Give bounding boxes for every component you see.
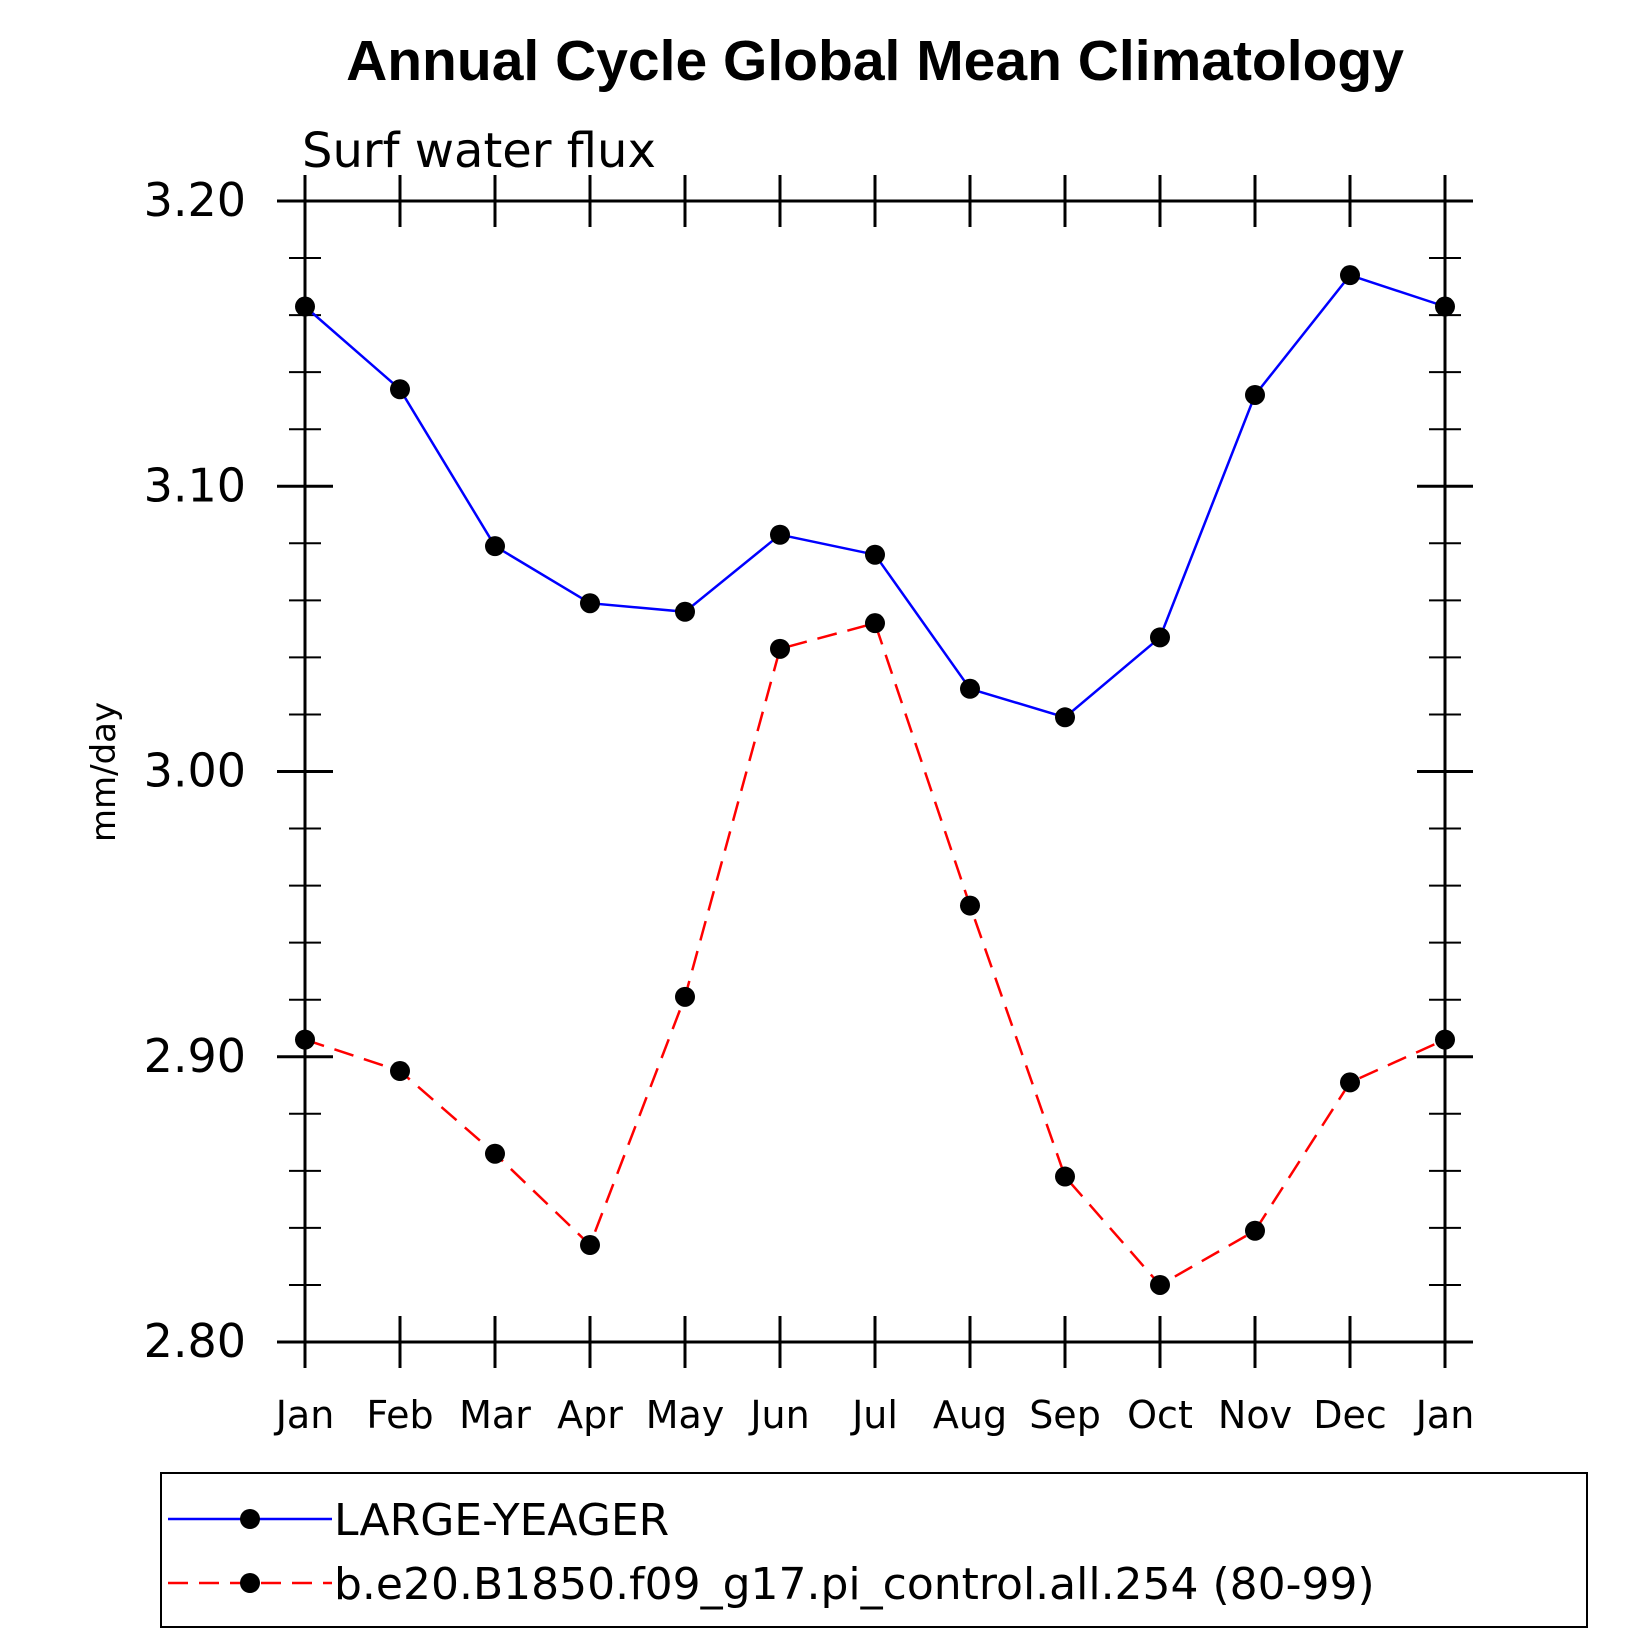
- x-tick-label: Nov: [1218, 1393, 1292, 1437]
- y-tick-label: 3.10: [144, 458, 246, 512]
- data-point: [580, 593, 600, 614]
- x-tick-label: Jan: [1414, 1393, 1475, 1437]
- y-tick-label: 2.90: [144, 1029, 246, 1083]
- x-tick-label: Feb: [366, 1393, 433, 1437]
- data-point: [675, 986, 695, 1007]
- x-tick-label: May: [646, 1393, 725, 1437]
- data-point: [485, 1143, 505, 1164]
- legend-items: LARGE-YEAGER b.e20.B1850.f09_g17.pi_contr…: [168, 1495, 1375, 1610]
- legend: LARGE-YEAGER b.e20.B1850.f09_g17.pi_contr…: [160, 1472, 1588, 1628]
- legend-box: [160, 1472, 1588, 1628]
- x-tick-label: Oct: [1127, 1393, 1193, 1437]
- data-point: [1245, 1220, 1265, 1241]
- series-line-1: [304, 273, 1446, 719]
- series-lines: [304, 273, 1446, 1287]
- x-tick-label: Sep: [1029, 1393, 1101, 1437]
- y-tick-label: 2.80: [144, 1314, 246, 1368]
- x-tick-label: Dec: [1313, 1393, 1387, 1437]
- data-point: [580, 1235, 600, 1256]
- y-axis-label: mm/day: [84, 702, 124, 842]
- chart-title: Annual Cycle Global Mean Climatology: [346, 29, 1404, 93]
- data-point: [960, 678, 980, 699]
- data-point: [865, 544, 885, 565]
- data-point: [1150, 1274, 1170, 1295]
- data-point: [390, 1061, 410, 1082]
- data-point: [1055, 1166, 1075, 1187]
- x-tick-label: Jun: [748, 1393, 809, 1437]
- x-tick-label: Jan: [274, 1393, 335, 1437]
- legend-label: LARGE-YEAGER: [334, 1495, 669, 1546]
- series-points: [295, 265, 1455, 1295]
- data-point: [1245, 384, 1265, 405]
- data-point: [390, 379, 410, 400]
- x-tick-label: Aug: [933, 1393, 1007, 1437]
- data-point: [960, 895, 980, 916]
- plot-frame: [303, 199, 1447, 1344]
- data-point: [770, 524, 790, 545]
- legend-marker: [240, 1573, 260, 1593]
- legend-marker: [240, 1509, 260, 1529]
- data-point: [865, 613, 885, 634]
- data-point: [1150, 627, 1170, 648]
- x-tick-label: Mar: [459, 1393, 531, 1437]
- chart-subtitle: Surf water flux: [302, 123, 656, 179]
- data-point: [1055, 707, 1075, 728]
- y-tick-label: 3.20: [144, 173, 246, 227]
- x-tick-label: Apr: [557, 1393, 623, 1437]
- data-point: [1340, 265, 1360, 286]
- data-point: [770, 638, 790, 659]
- axis-ticks: [277, 175, 1473, 1368]
- data-point: [485, 536, 505, 557]
- data-point: [1340, 1072, 1360, 1093]
- legend-label: b.e20.B1850.f09_g17.pi_control.all.254 (…: [334, 1559, 1375, 1610]
- x-tick-label: Jul: [850, 1393, 898, 1437]
- data-point: [675, 601, 695, 622]
- y-tick-label: 3.00: [144, 744, 246, 798]
- tick-labels: Jan Feb Mar Apr May Jun Jul Aug Sep Oct Nov Dec Jan 2…: [144, 173, 1475, 1437]
- series-line-2: [304, 621, 1446, 1287]
